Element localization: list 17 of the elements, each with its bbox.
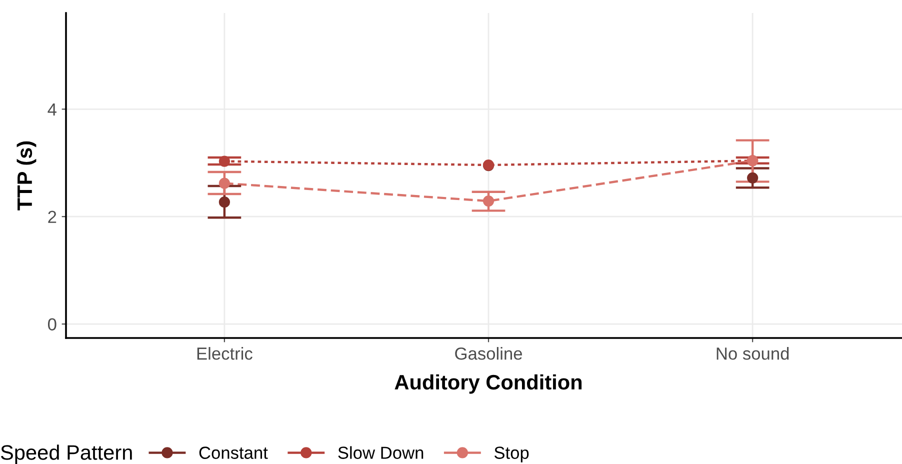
y-tick-label: 4 xyxy=(48,104,56,116)
x-tick-label: No sound xyxy=(716,347,789,360)
point xyxy=(218,156,230,167)
x-tick-label: Electric xyxy=(197,347,252,360)
legend-label: Stop xyxy=(494,446,529,462)
y-axis-title: TTP (s) xyxy=(16,141,36,210)
point xyxy=(218,196,230,208)
point xyxy=(747,172,758,184)
x-axis-title: Auditory Condition xyxy=(394,374,582,394)
y-tick-label: 2 xyxy=(48,210,56,223)
point xyxy=(218,178,230,189)
legend-title: Speed Pattern xyxy=(0,444,132,464)
legend-label: Constant xyxy=(199,446,268,459)
point xyxy=(482,195,494,207)
x-tick-label: Gasoline xyxy=(455,347,522,360)
y-tick-label: 0 xyxy=(48,318,56,330)
legend-label: Slow Down xyxy=(338,446,424,459)
